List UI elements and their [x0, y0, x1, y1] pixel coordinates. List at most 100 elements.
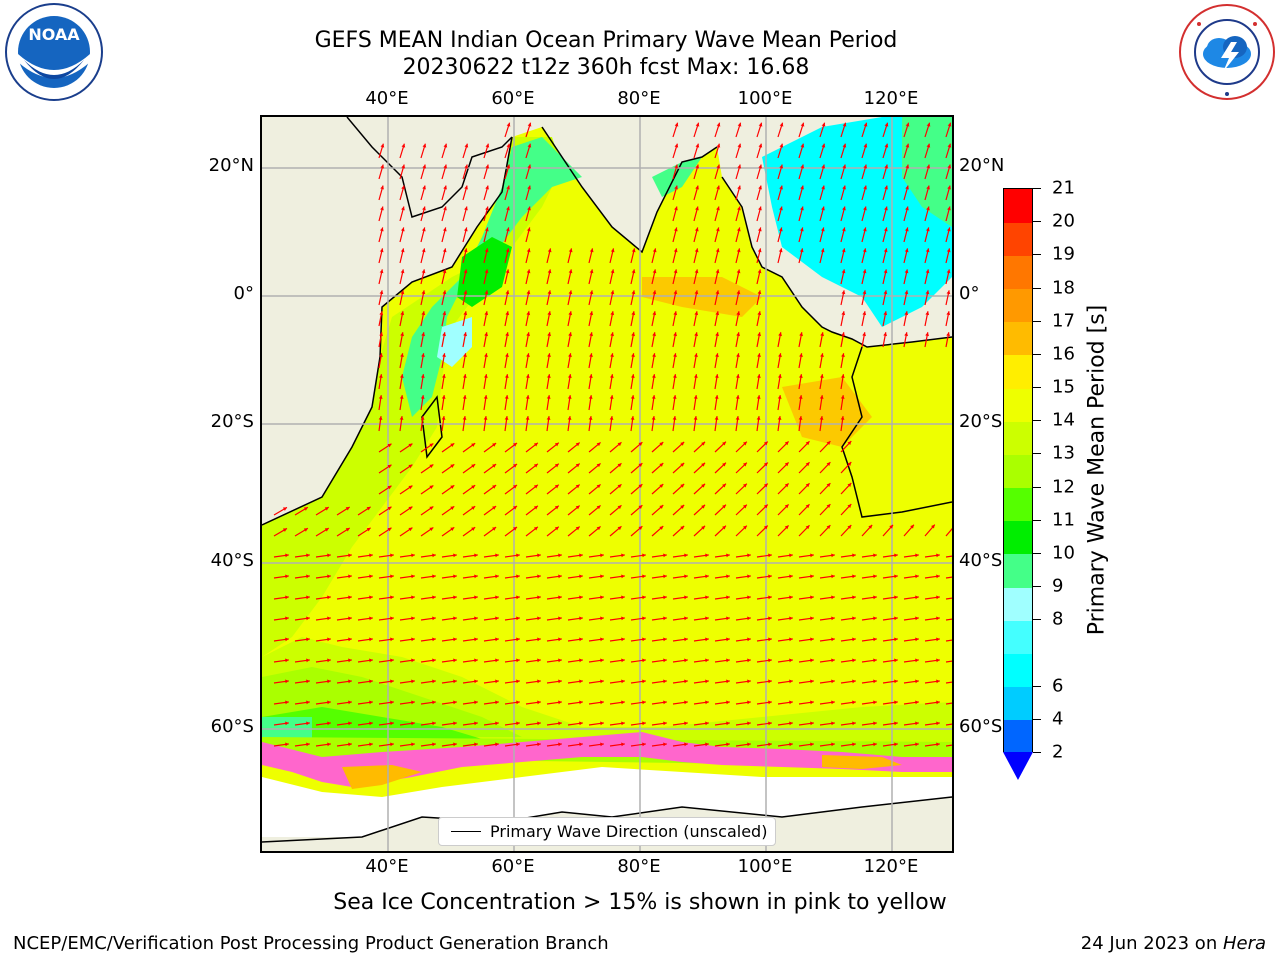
wave-arrow [609, 395, 614, 411]
wave-arrow [399, 595, 415, 600]
wave-arrow [756, 553, 772, 558]
wave-arrow [903, 721, 919, 726]
wave-arrow [735, 721, 751, 726]
wave-arrow [840, 721, 856, 726]
wave-arrow [588, 526, 601, 537]
wave-arrow [630, 525, 643, 537]
wave-arrow [504, 248, 510, 264]
wave-arrow [399, 616, 415, 621]
wave-arrow [567, 700, 583, 705]
wave-arrow [483, 395, 488, 411]
colorbar-tick-label: 15 [1052, 376, 1075, 398]
wave-arrow [714, 416, 719, 432]
wave-arrow [441, 721, 457, 726]
wave-arrow [504, 637, 520, 642]
colorbar-segment [1004, 520, 1032, 555]
wave-arrow [462, 553, 478, 558]
wave-arrow [567, 311, 573, 327]
wave-arrow [609, 658, 625, 663]
wave-arrow [756, 122, 763, 138]
wave-arrow [462, 700, 478, 705]
wave-arrow [840, 206, 846, 222]
colorbar-tick-mark [1033, 553, 1041, 554]
lon-tick-bottom-80E: 80°E [617, 856, 661, 877]
colorbar-tick-label: 21 [1052, 177, 1075, 199]
wave-arrow [273, 700, 289, 705]
wave-arrow [399, 353, 404, 369]
wave-arrow [588, 742, 604, 747]
wave-arrow [399, 527, 413, 537]
wave-arrow [420, 290, 426, 306]
wave-arrow [378, 269, 384, 285]
wave-arrow [777, 658, 793, 663]
wave-arrow [735, 143, 742, 159]
wave-arrow [525, 484, 539, 495]
wave-arrow [525, 574, 541, 579]
wave-arrow [840, 553, 856, 558]
wave-arrow [777, 553, 793, 558]
wave-arrow [294, 658, 310, 663]
wave-arrow [630, 248, 636, 264]
wave-arrow [483, 416, 488, 432]
wave-arrow [777, 742, 793, 747]
wave-arrow [840, 164, 847, 180]
wave-arrow [756, 462, 769, 474]
wave-arrow [756, 332, 762, 348]
wave-arrow [945, 311, 951, 327]
wave-arrow [525, 206, 531, 222]
wave-arrow [525, 122, 532, 138]
wave-arrow [819, 143, 826, 159]
wave-arrow [756, 441, 769, 453]
wave-arrow [462, 290, 468, 306]
colorbar-tick-label: 10 [1052, 542, 1075, 564]
wave-arrow [609, 311, 615, 327]
wave-arrow [588, 311, 594, 327]
wave-arrow [651, 679, 667, 684]
wave-arrow [861, 637, 877, 642]
wave-arrow [693, 374, 698, 390]
wave-arrow [441, 374, 446, 390]
wave-arrow [294, 679, 310, 684]
wave-arrow [357, 553, 373, 558]
wave-arrow [777, 461, 790, 474]
wave-arrow [420, 143, 427, 159]
wave-arrow [336, 658, 352, 663]
wave-arrow [504, 700, 520, 705]
wave-arrow [945, 332, 951, 348]
wave-arrow [483, 248, 489, 264]
wave-arrow [882, 290, 888, 306]
wave-arrow [588, 637, 604, 642]
wave-arrow [945, 744, 952, 747]
wave-arrow [651, 525, 664, 537]
wave-arrow [672, 311, 678, 327]
wave-arrow [672, 462, 685, 474]
wave-arrow [819, 482, 831, 495]
wave-arrow [819, 353, 824, 369]
wave-arrow [441, 311, 447, 327]
wave-arrow [525, 463, 539, 474]
wave-arrow [378, 574, 394, 579]
wave-arrow [399, 485, 413, 495]
wave-arrow [861, 143, 868, 159]
wave-arrow [840, 461, 852, 474]
wave-arrow [882, 616, 898, 621]
wave-arrow [882, 742, 898, 747]
wave-arrow [945, 269, 951, 285]
wave-arrow [336, 574, 352, 579]
wave-arrow [735, 227, 741, 243]
colorbar-tick-mark [1033, 288, 1041, 289]
wave-arrow [378, 616, 394, 621]
wave-arrow [378, 464, 392, 474]
wave-arrow [420, 416, 425, 432]
wave-arrow [273, 658, 289, 663]
wave-arrow [420, 484, 434, 495]
colorbar-segment [1004, 222, 1032, 256]
wave-arrow [840, 332, 846, 348]
wave-arrow [924, 658, 940, 663]
wave-arrow [714, 227, 720, 243]
wave-arrow [861, 742, 877, 747]
wave-arrow [546, 395, 551, 411]
wave-arrow [525, 353, 530, 369]
wave-arrow [693, 700, 709, 705]
colorbar-label: Primary Wave Mean Period [s] [1084, 304, 1110, 636]
